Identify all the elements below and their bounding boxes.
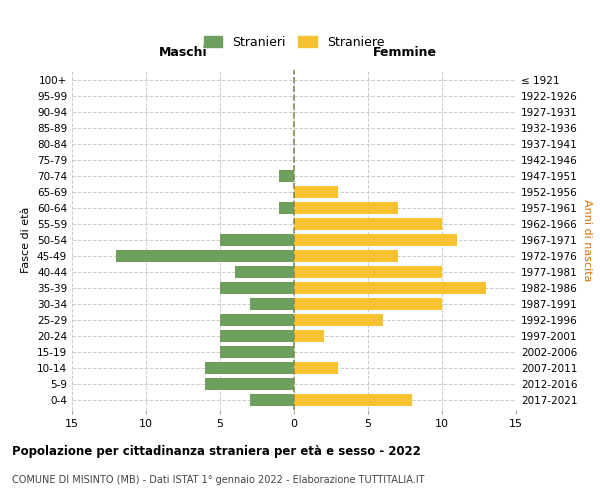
Bar: [294, 266, 442, 278]
Y-axis label: Anni di nascita: Anni di nascita: [581, 198, 592, 281]
Text: COMUNE DI MISINTO (MB) - Dati ISTAT 1° gennaio 2022 - Elaborazione TUTTITALIA.IT: COMUNE DI MISINTO (MB) - Dati ISTAT 1° g…: [12, 475, 425, 485]
Bar: [294, 314, 383, 326]
Bar: [294, 362, 338, 374]
Text: Popolazione per cittadinanza straniera per età e sesso - 2022: Popolazione per cittadinanza straniera p…: [12, 444, 421, 458]
Bar: [294, 250, 398, 262]
Bar: [116, 250, 294, 262]
Bar: [294, 186, 338, 198]
Bar: [279, 202, 294, 214]
Bar: [294, 202, 398, 214]
Bar: [220, 346, 294, 358]
Bar: [294, 234, 457, 246]
Bar: [294, 330, 323, 342]
Bar: [279, 170, 294, 182]
Bar: [235, 266, 294, 278]
Bar: [220, 234, 294, 246]
Bar: [294, 298, 442, 310]
Text: Femmine: Femmine: [373, 46, 437, 59]
Bar: [205, 362, 294, 374]
Bar: [220, 330, 294, 342]
Text: Maschi: Maschi: [158, 46, 208, 59]
Bar: [250, 394, 294, 406]
Bar: [294, 394, 412, 406]
Bar: [205, 378, 294, 390]
Bar: [220, 314, 294, 326]
Bar: [250, 298, 294, 310]
Legend: Stranieri, Straniere: Stranieri, Straniere: [200, 32, 388, 52]
Y-axis label: Fasce di età: Fasce di età: [22, 207, 31, 273]
Bar: [294, 218, 442, 230]
Bar: [220, 282, 294, 294]
Bar: [294, 282, 487, 294]
